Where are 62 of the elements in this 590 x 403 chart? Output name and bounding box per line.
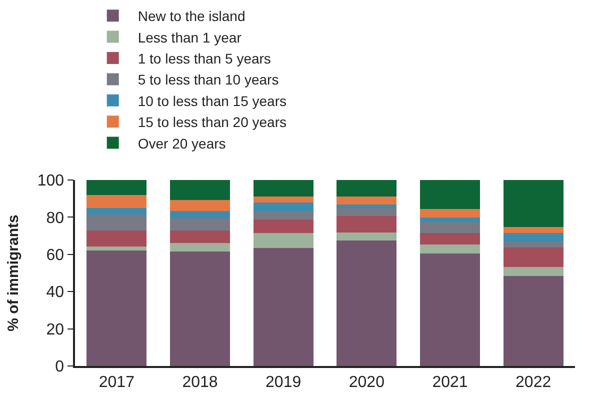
y-tick-label: 60 [46, 247, 64, 264]
bar [86, 250, 147, 366]
bar [253, 219, 314, 234]
bar [86, 230, 147, 246]
y-axis-title: % of immigrants [5, 214, 22, 332]
legend-label: Over 20 years [138, 135, 226, 152]
bar [420, 244, 480, 254]
bar [336, 196, 397, 204]
bar [253, 210, 314, 220]
bar [503, 267, 564, 276]
bar [86, 180, 147, 195]
legend-label: New to the island [138, 8, 246, 24]
bar [420, 253, 480, 366]
bar [420, 208, 480, 218]
bar [170, 252, 230, 366]
x-tick-label: 2017 [98, 374, 135, 391]
bar [336, 208, 397, 216]
x-tick-label: 2020 [348, 374, 385, 391]
bar [86, 194, 147, 208]
bar [336, 180, 397, 197]
bar [253, 202, 314, 211]
bar [420, 233, 480, 245]
bar [420, 180, 480, 209]
bar [86, 214, 147, 231]
y-tick-label: 40 [46, 284, 64, 302]
bar [503, 247, 564, 268]
y-tick-label: 100 [37, 172, 64, 190]
bar [503, 241, 564, 248]
bar [170, 230, 230, 243]
bar [336, 216, 397, 232]
x-tick-label: 2022 [516, 374, 552, 391]
legend-label: Less than 1 year [138, 29, 242, 46]
legend-label: 5 to less than 10 years [138, 72, 279, 88]
y-tick-label: 20 [46, 321, 64, 338]
bar [86, 246, 147, 251]
x-tick-label: 2019 [266, 374, 302, 391]
bar [420, 222, 480, 234]
bar [420, 218, 480, 222]
bar [253, 248, 314, 366]
bar [503, 180, 564, 228]
legend-label: 15 to less than 20 years [138, 114, 287, 130]
x-tick-label: 2018 [182, 374, 218, 391]
bar [170, 242, 230, 252]
bar [503, 233, 564, 242]
legend-label: 1 to less than 5 years [138, 50, 271, 66]
bar [170, 211, 230, 218]
bar [336, 232, 397, 240]
bar [170, 180, 230, 200]
bar [503, 227, 564, 234]
bar [253, 180, 314, 197]
y-tick-label: 0 [55, 358, 64, 376]
bar [86, 208, 147, 215]
bar [253, 196, 314, 202]
x-tick-label: 2021 [432, 374, 468, 391]
bar [170, 200, 230, 212]
legend-label: 10 to less than 15 years [138, 92, 287, 109]
bar [336, 240, 397, 366]
bar [253, 233, 314, 248]
bar [503, 276, 564, 366]
bar [170, 218, 230, 231]
bar [336, 204, 397, 208]
y-tick-label: 80 [46, 210, 64, 227]
